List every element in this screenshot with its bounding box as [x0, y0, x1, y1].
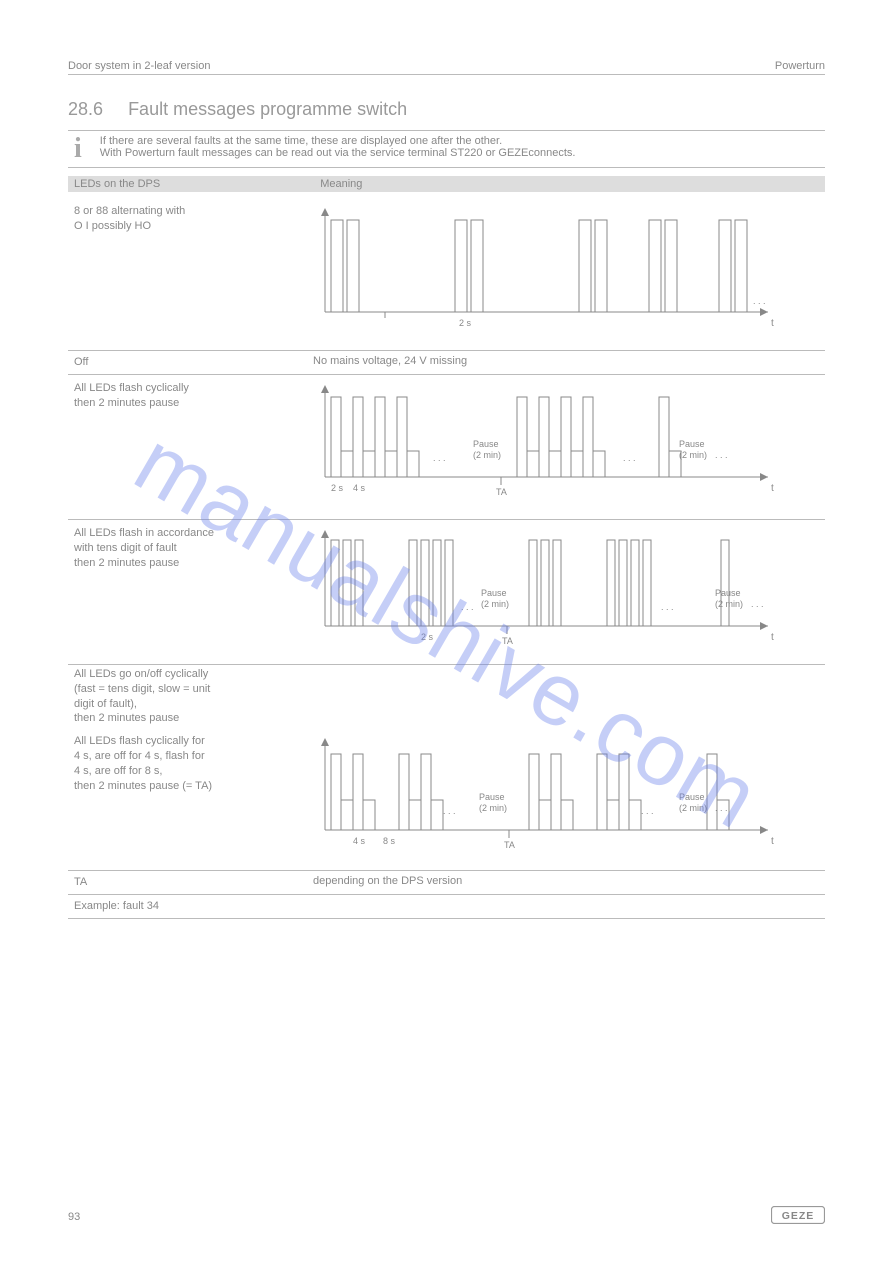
table-header-band: LEDs on the DPS Meaning — [68, 176, 825, 192]
svg-text:Pause: Pause — [481, 588, 507, 598]
svg-text:(2 min): (2 min) — [679, 803, 707, 813]
page-footer: 93 GEZE — [68, 1206, 825, 1227]
page-number: 93 — [68, 1211, 80, 1223]
section-title: Fault messages programme switch — [128, 99, 407, 119]
table-row: All LEDs flash in accordance with tens d… — [68, 520, 825, 665]
svg-text:TA: TA — [496, 487, 507, 497]
r3-l2: then 2 minutes pause — [74, 396, 313, 411]
r1-l2: O I possibly HO — [74, 219, 313, 234]
table-row: All LEDs flash cyclically for 4 s, are o… — [68, 728, 825, 871]
r6-l4: then 2 minutes pause (= TA) — [74, 779, 313, 794]
cell-right: 4 s 8 s . . . Pause (2 min) . . . Pause … — [313, 734, 825, 864]
table-row: 8 or 88 alternating with O I possibly HO… — [68, 198, 825, 351]
svg-text:Pause: Pause — [479, 792, 505, 802]
diagram-2: 2 s 4 s . . . Pause (2 min) . . . Pause … — [313, 381, 783, 513]
cell-left: Off — [68, 355, 313, 370]
header-right: Powerturn — [775, 60, 825, 72]
cell-right — [313, 899, 825, 914]
svg-text:(2 min): (2 min) — [715, 599, 743, 609]
svg-text:2 s: 2 s — [421, 632, 434, 642]
r3-l1: All LEDs flash cyclically — [74, 381, 313, 396]
table-row: All LEDs flash cyclically then 2 minutes… — [68, 375, 825, 520]
band-col2: Meaning — [320, 178, 362, 190]
diagram-3: 2 s . . . Pause (2 min) . . . Pause (2 m… — [313, 526, 783, 658]
page-header: Door system in 2-leaf version Powerturn — [68, 60, 825, 75]
svg-text:t: t — [771, 632, 774, 643]
r5-l2: (fast = tens digit, slow = unit — [74, 682, 825, 697]
svg-text:(2 min): (2 min) — [679, 450, 707, 460]
cell-left: All LEDs flash in accordance with tens d… — [68, 526, 313, 658]
svg-text:. . .: . . . — [443, 806, 456, 816]
svg-text:. . .: . . . — [751, 599, 764, 609]
svg-text:. . .: . . . — [461, 602, 474, 612]
info-line1: If there are several faults at the same … — [100, 135, 576, 147]
r4-l1: All LEDs flash in accordance — [74, 526, 313, 541]
section-heading: 28.6 Fault messages programme switch — [68, 99, 825, 120]
svg-text:. . .: . . . — [641, 806, 654, 816]
cell-left: 8 or 88 alternating with O I possibly HO — [68, 204, 313, 344]
svg-text:Pause: Pause — [715, 588, 741, 598]
svg-text:(2 min): (2 min) — [479, 803, 507, 813]
svg-text:Pause: Pause — [679, 439, 705, 449]
section-number: 28.6 — [68, 99, 103, 119]
cell-right: depending on the DPS version — [313, 875, 825, 890]
cell-right: No mains voltage, 24 V missing — [313, 355, 825, 370]
r6-l2: 4 s, are off for 4 s, flash for — [74, 749, 313, 764]
svg-text:t: t — [771, 318, 774, 329]
diagram-1: 2 s . . . t — [313, 204, 783, 344]
svg-text:(2 min): (2 min) — [473, 450, 501, 460]
r5-label: All LEDs go on/off cyclically (fast = te… — [68, 665, 825, 728]
cell-left: TA — [68, 875, 313, 890]
r4-l3: then 2 minutes pause — [74, 556, 313, 571]
info-text: If there are several faults at the same … — [100, 135, 576, 159]
svg-text:8 s: 8 s — [383, 836, 396, 846]
svg-text:. . .: . . . — [715, 450, 728, 460]
svg-text:. . .: . . . — [433, 453, 446, 463]
info-line2: With Powerturn fault messages can be rea… — [100, 147, 576, 159]
svg-text:TA: TA — [502, 636, 513, 646]
svg-text:TA: TA — [504, 840, 515, 850]
r5-l3: digit of fault), — [74, 697, 825, 712]
table-row: TA depending on the DPS version — [68, 871, 825, 895]
svg-text:2 s: 2 s — [331, 483, 344, 493]
svg-text:t: t — [771, 836, 774, 847]
cell-left: All LEDs flash cyclically for 4 s, are o… — [68, 734, 313, 864]
r6-l1: All LEDs flash cyclically for — [74, 734, 313, 749]
svg-text:Pause: Pause — [473, 439, 499, 449]
table-row: Off No mains voltage, 24 V missing — [68, 351, 825, 375]
svg-text:. . .: . . . — [661, 602, 674, 612]
svg-text:. . .: . . . — [753, 296, 766, 306]
svg-text:4 s: 4 s — [353, 483, 366, 493]
cell-left: All LEDs flash cyclically then 2 minutes… — [68, 381, 313, 513]
r6-l3: 4 s, are off for 8 s, — [74, 764, 313, 779]
svg-text:4 s: 4 s — [353, 836, 366, 846]
cell-left: Example: fault 34 — [68, 899, 313, 914]
table-row: Example: fault 34 — [68, 895, 825, 919]
svg-text:. . .: . . . — [715, 803, 728, 813]
band-col1: LEDs on the DPS — [74, 178, 160, 190]
cell-right: 2 s 4 s . . . Pause (2 min) . . . Pause … — [313, 381, 825, 513]
r4-l2: with tens digit of fault — [74, 541, 313, 556]
info-note: i If there are several faults at the sam… — [68, 130, 825, 168]
cell-right: 2 s . . . Pause (2 min) . . . Pause (2 m… — [313, 526, 825, 658]
svg-text:. . .: . . . — [623, 453, 636, 463]
svg-text:GEZE: GEZE — [782, 1210, 815, 1222]
cell-right: 2 s . . . t — [313, 204, 825, 344]
svg-text:2 s: 2 s — [459, 318, 472, 328]
info-icon: i — [68, 135, 82, 163]
geze-logo: GEZE — [771, 1206, 825, 1227]
svg-text:Pause: Pause — [679, 792, 705, 802]
header-left: Door system in 2-leaf version — [68, 60, 210, 72]
svg-text:t: t — [771, 483, 774, 494]
r5-l1: All LEDs go on/off cyclically — [74, 667, 825, 682]
r5-l4: then 2 minutes pause — [74, 711, 825, 726]
r1-l1: 8 or 88 alternating with — [74, 204, 313, 219]
svg-text:(2 min): (2 min) — [481, 599, 509, 609]
diagram-4: 4 s 8 s . . . Pause (2 min) . . . Pause … — [313, 734, 783, 864]
